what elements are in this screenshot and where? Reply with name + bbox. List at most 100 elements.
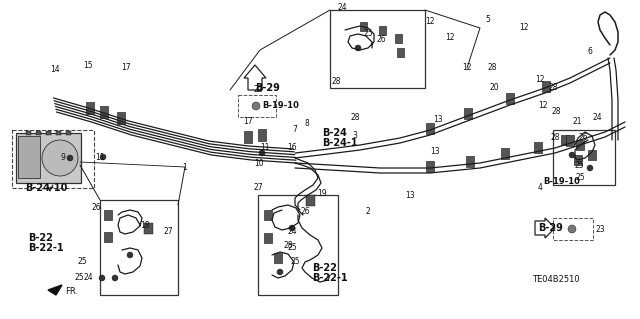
Text: 2: 2 — [365, 207, 371, 217]
Text: 6: 6 — [588, 48, 593, 56]
Text: 11: 11 — [260, 144, 269, 152]
Text: 25: 25 — [574, 160, 584, 169]
Text: 12: 12 — [445, 33, 455, 42]
Text: 25: 25 — [74, 273, 84, 283]
Bar — [426, 122, 434, 133]
Bar — [378, 26, 385, 34]
Text: B-24: B-24 — [322, 128, 347, 138]
Polygon shape — [48, 285, 62, 295]
Bar — [576, 140, 584, 150]
Text: B-24-10: B-24-10 — [25, 183, 67, 193]
Text: 12: 12 — [425, 18, 435, 26]
Text: 28: 28 — [350, 114, 360, 122]
Circle shape — [112, 275, 118, 281]
Text: 7: 7 — [292, 125, 298, 135]
Bar — [65, 131, 70, 135]
Text: 23: 23 — [595, 226, 605, 234]
Bar — [35, 131, 40, 135]
Text: 25: 25 — [290, 257, 300, 266]
Text: 28: 28 — [487, 63, 497, 72]
Circle shape — [252, 102, 260, 110]
Text: 28: 28 — [550, 133, 560, 143]
Bar — [264, 233, 272, 243]
Circle shape — [259, 150, 265, 156]
Text: 13: 13 — [430, 147, 440, 157]
Bar — [104, 210, 112, 220]
Text: TE04B2510: TE04B2510 — [532, 276, 580, 285]
Text: 24: 24 — [83, 272, 93, 281]
Bar — [258, 129, 266, 141]
Text: 4: 4 — [538, 183, 543, 192]
Bar — [274, 253, 282, 263]
Bar — [553, 218, 593, 240]
Text: 13: 13 — [405, 190, 415, 199]
Text: 14: 14 — [50, 65, 60, 75]
Text: 12: 12 — [538, 100, 548, 109]
Bar — [394, 33, 401, 42]
Bar — [264, 210, 272, 220]
Bar — [566, 135, 574, 145]
Text: 24: 24 — [337, 4, 347, 12]
Text: 11: 11 — [95, 152, 105, 161]
Text: 25: 25 — [287, 243, 297, 253]
Text: 28: 28 — [548, 84, 557, 93]
Bar — [26, 131, 31, 135]
Text: 27: 27 — [253, 183, 263, 192]
Text: 28: 28 — [332, 78, 340, 86]
Text: B-22: B-22 — [28, 233, 53, 243]
Text: 8: 8 — [305, 118, 309, 128]
Text: 25: 25 — [77, 257, 87, 266]
Bar — [534, 142, 542, 152]
Text: 15: 15 — [83, 61, 93, 70]
Bar — [18, 136, 40, 178]
Text: B-29: B-29 — [538, 223, 563, 233]
Text: 18: 18 — [140, 220, 150, 229]
Text: B-22-1: B-22-1 — [28, 243, 63, 253]
Circle shape — [587, 165, 593, 171]
Text: 20: 20 — [489, 84, 499, 93]
Text: B-29: B-29 — [255, 83, 280, 93]
Text: 25: 25 — [363, 29, 373, 39]
Bar — [501, 147, 509, 159]
Text: B-19-10: B-19-10 — [543, 177, 580, 187]
Text: B-19-10: B-19-10 — [262, 100, 299, 109]
Text: 24: 24 — [592, 114, 602, 122]
Bar — [143, 222, 152, 234]
Text: 26: 26 — [300, 207, 310, 217]
Bar — [104, 232, 112, 242]
Polygon shape — [535, 218, 555, 238]
Text: 17: 17 — [243, 116, 253, 125]
Text: 26: 26 — [91, 204, 101, 212]
Text: B-22: B-22 — [312, 263, 337, 273]
Text: 19: 19 — [317, 189, 327, 197]
Bar — [464, 108, 472, 118]
Bar — [45, 131, 51, 135]
Circle shape — [568, 225, 576, 233]
Text: 12: 12 — [519, 24, 529, 33]
Text: FR.: FR. — [65, 287, 78, 296]
Bar — [397, 48, 403, 56]
Text: 12: 12 — [462, 63, 472, 72]
Bar — [360, 21, 367, 31]
Polygon shape — [244, 65, 266, 90]
Text: 24: 24 — [287, 227, 297, 236]
Bar — [305, 195, 314, 205]
Bar — [12, 130, 94, 188]
Bar — [16, 133, 81, 183]
Bar — [553, 130, 615, 185]
Bar — [574, 155, 582, 165]
Bar — [466, 155, 474, 167]
Circle shape — [100, 154, 106, 160]
Bar — [330, 10, 425, 88]
Text: 28: 28 — [551, 108, 561, 116]
Bar — [117, 112, 125, 124]
Bar — [100, 106, 108, 118]
Text: 10: 10 — [254, 159, 264, 167]
Text: 26: 26 — [376, 35, 386, 44]
Circle shape — [355, 45, 361, 51]
Text: B-24-1: B-24-1 — [322, 138, 358, 148]
Bar — [426, 160, 434, 172]
Circle shape — [569, 152, 575, 158]
Bar — [56, 131, 61, 135]
Text: 26: 26 — [578, 133, 588, 143]
